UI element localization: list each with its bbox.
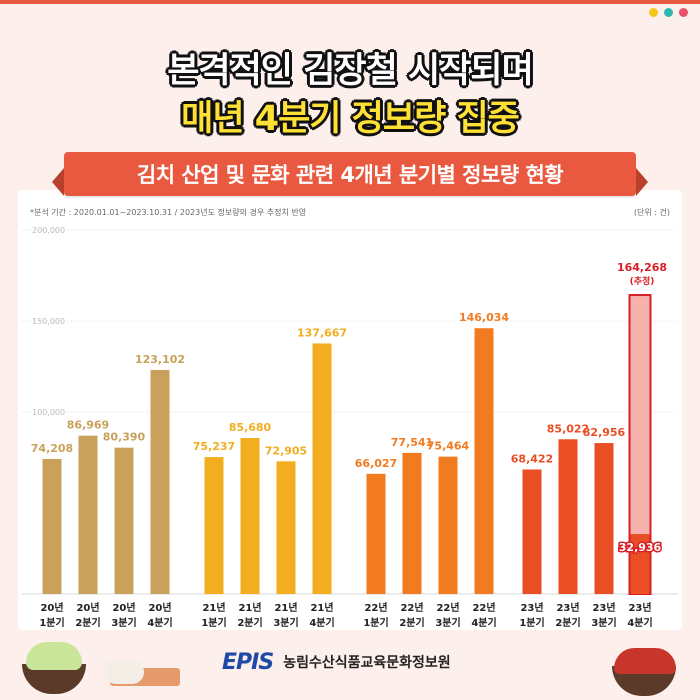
estimate-sublabel: (추정) (630, 275, 655, 287)
x-tick-label: 1분기 (39, 616, 64, 629)
red-dot-icon (679, 8, 688, 17)
bar-value-label: 75,237 (193, 440, 235, 453)
bar (204, 457, 224, 594)
top-accent-bar (0, 0, 700, 4)
chart-title-ribbon: 김치 산업 및 문화 관련 4개년 분기별 정보량 현황 (64, 152, 636, 196)
x-tick-label: 22년 (364, 601, 387, 614)
x-tick-label: 20년 (112, 601, 135, 614)
bar (522, 469, 542, 594)
x-tick-label: 23년 (556, 601, 579, 614)
estimate-value-label: 164,268 (617, 261, 667, 274)
bar-value-label: 86,969 (67, 419, 109, 432)
x-tick-label: 4분기 (627, 616, 652, 629)
x-tick-label: 2분기 (75, 616, 100, 629)
x-tick-label: 4분기 (309, 616, 334, 629)
y-tick-label: 150,000 (32, 317, 65, 326)
x-tick-label: 22년 (400, 601, 423, 614)
x-tick-label: 22년 (436, 601, 459, 614)
x-tick-label: 3분기 (273, 616, 298, 629)
x-tick-label: 2분기 (555, 616, 580, 629)
x-tick-label: 23년 (628, 601, 651, 614)
ribbon-left-tail (52, 168, 64, 196)
kimchi-illustration (614, 648, 676, 674)
analysis-period-note: *분석 기간 : 2020.01.01~2023.10.31 / 2023년도 … (30, 208, 307, 217)
x-tick-label: 3분기 (111, 616, 136, 629)
bar (240, 438, 260, 594)
bar-value-label: 80,390 (103, 431, 146, 444)
bar (474, 328, 494, 594)
bar (78, 435, 98, 594)
bar (558, 439, 578, 594)
bar-value-label: 146,034 (459, 311, 509, 324)
bar (42, 458, 62, 594)
bar (402, 452, 422, 594)
y-tick-label: 200,000 (32, 226, 65, 235)
radish-illustration (104, 660, 144, 684)
bar-value-label: 85,022 (547, 422, 589, 435)
bar-value-label: 32,936 (619, 541, 662, 554)
y-tick-label: 100,000 (32, 408, 65, 417)
x-tick-label: 3분기 (435, 616, 460, 629)
x-tick-label: 22년 (472, 601, 495, 614)
bar (366, 473, 386, 594)
footer-logo: EPIS 농림수산식품교육문화정보원 (222, 648, 451, 676)
bar (312, 343, 332, 594)
yellow-dot-icon (649, 8, 658, 17)
x-tick-label: 20년 (148, 601, 171, 614)
bar (438, 456, 458, 594)
bar (276, 461, 296, 594)
x-tick-label: 21년 (202, 601, 225, 614)
x-tick-label: 21년 (238, 601, 261, 614)
x-tick-label: 20년 (76, 601, 99, 614)
bar-value-label: 74,208 (31, 442, 73, 455)
x-tick-label: 23년 (520, 601, 543, 614)
headline-line-1: 본격적인 김장철 시작되며 (167, 51, 534, 91)
x-tick-label: 2분기 (399, 616, 424, 629)
bar-value-label: 77,541 (391, 436, 433, 449)
x-tick-label: 1분기 (201, 616, 226, 629)
x-tick-label: 3분기 (591, 616, 616, 629)
bar-value-label: 85,680 (229, 421, 272, 434)
x-tick-label: 4분기 (147, 616, 172, 629)
epis-logo: EPIS (222, 649, 274, 675)
x-tick-label: 21년 (274, 601, 297, 614)
bar-value-label: 137,667 (297, 326, 347, 339)
headline-line-2: 매년 4분기 정보량 집중 (181, 99, 520, 139)
x-tick-label: 2분기 (237, 616, 262, 629)
teal-dot-icon (664, 8, 673, 17)
bar (630, 534, 650, 594)
bar-value-label: 66,027 (355, 457, 397, 470)
bar-value-label: 68,422 (511, 452, 553, 465)
cabbage-illustration (26, 642, 82, 670)
x-tick-label: 1분기 (363, 616, 388, 629)
bar-value-label: 72,905 (265, 444, 307, 457)
x-tick-label: 20년 (40, 601, 63, 614)
x-tick-label: 21년 (310, 601, 333, 614)
bar (150, 369, 170, 594)
bar-value-label: 123,102 (135, 353, 185, 366)
unit-note: (단위 : 건) (633, 208, 670, 217)
bar-value-label: 75,464 (427, 440, 470, 453)
window-dots (649, 8, 688, 17)
bar (594, 443, 614, 594)
ribbon-right-tail (636, 168, 648, 196)
x-tick-label: 4분기 (471, 616, 496, 629)
bar (114, 447, 134, 594)
org-name: 농림수산식품교육문화정보원 (283, 655, 451, 671)
x-tick-label: 23년 (592, 601, 615, 614)
x-tick-label: 1분기 (519, 616, 544, 629)
bar-value-label: 82,956 (583, 426, 626, 439)
